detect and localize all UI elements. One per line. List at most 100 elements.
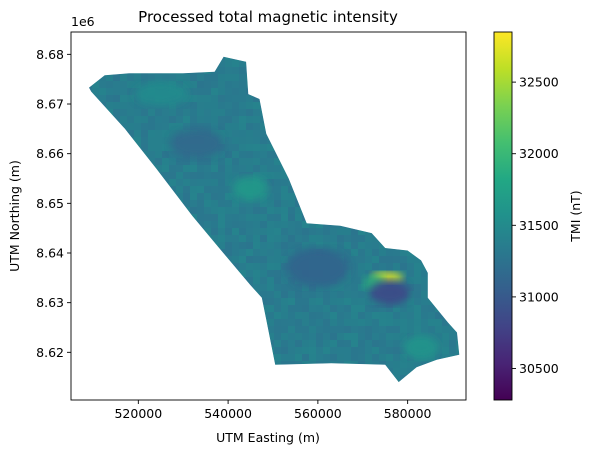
tmi-cell	[274, 200, 281, 207]
tmi-cell	[211, 165, 218, 172]
tmi-cell	[316, 298, 323, 305]
tmi-cell	[183, 179, 190, 186]
tmi-cell	[267, 179, 274, 186]
tmi-cell	[183, 186, 190, 193]
tmi-cell	[428, 319, 435, 326]
tmi-cell	[323, 305, 330, 312]
tmi-cell	[267, 214, 274, 221]
colorbar-axis: 3050031000315003200032500	[512, 75, 559, 376]
tmi-cell	[302, 242, 309, 249]
tmi-cell	[386, 347, 393, 354]
tmi-cell	[225, 144, 232, 151]
tmi-cell	[309, 340, 316, 347]
tmi-cell	[288, 228, 295, 235]
tmi-cell	[134, 123, 141, 130]
tmi-cell	[239, 144, 246, 151]
tmi-cell	[239, 109, 246, 116]
tmi-cell	[295, 333, 302, 340]
tmi-cell	[239, 116, 246, 123]
tmi-cell	[281, 277, 288, 284]
tmi-cell	[309, 235, 316, 242]
tmi-cell	[253, 165, 260, 172]
tmi-cell	[358, 263, 365, 270]
tmi-cell	[183, 74, 190, 81]
tmi-cell	[337, 347, 344, 354]
tmi-cell	[295, 305, 302, 312]
tmi-cell	[211, 172, 218, 179]
tmi-cell	[211, 200, 218, 207]
tmi-cell	[288, 298, 295, 305]
tmi-cell	[414, 298, 421, 305]
tmi-cell	[365, 333, 372, 340]
tmi-cell	[274, 354, 281, 361]
tmi-cell	[386, 361, 393, 368]
tmi-cell	[204, 193, 211, 200]
tmi-cell	[99, 81, 106, 88]
colorbar	[494, 32, 512, 400]
tmi-cell	[253, 137, 260, 144]
tmi-cell	[162, 130, 169, 137]
tmi-cell	[351, 354, 358, 361]
tmi-cell	[232, 144, 239, 151]
tmi-cell	[239, 242, 246, 249]
tmi-cell	[211, 158, 218, 165]
tmi-cell	[316, 333, 323, 340]
tmi-cell	[232, 67, 239, 74]
tmi-cell	[190, 74, 197, 81]
tmi-cell	[295, 319, 302, 326]
colorbar-label: TMI (nT)	[568, 190, 583, 242]
tmi-cell	[225, 200, 232, 207]
tmi-cell	[407, 361, 414, 368]
tmi-cell	[351, 263, 358, 270]
tmi-cell	[260, 151, 267, 158]
tmi-cell	[323, 326, 330, 333]
tmi-cell	[218, 172, 225, 179]
tmi-cell	[190, 81, 197, 88]
tmi-cell	[106, 88, 113, 95]
tmi-cell	[253, 102, 260, 109]
tmi-cell	[358, 256, 365, 263]
tmi-cell	[309, 291, 316, 298]
tmi-cell	[344, 312, 351, 319]
tmi-cell	[197, 200, 204, 207]
tmi-cell	[113, 88, 120, 95]
tmi-cell	[414, 291, 421, 298]
tmi-cell	[267, 305, 274, 312]
tmi-cell	[267, 298, 274, 305]
colorbar-tick-label: 30500	[519, 361, 559, 376]
tmi-cell	[225, 221, 232, 228]
tmi-cell	[295, 347, 302, 354]
tmi-cell	[169, 123, 176, 130]
tmi-cell	[393, 326, 400, 333]
tmi-cell	[344, 277, 351, 284]
tmi-cell	[106, 95, 113, 102]
x-tick-label: 580000	[384, 406, 432, 421]
tmi-cell	[414, 326, 421, 333]
tmi-cell	[211, 116, 218, 123]
tmi-cell	[267, 221, 274, 228]
tmi-cell	[351, 284, 358, 291]
tmi-cell	[267, 291, 274, 298]
tmi-cell	[267, 270, 274, 277]
tmi-cell	[106, 81, 113, 88]
tmi-cell	[337, 312, 344, 319]
tmi-cell	[323, 298, 330, 305]
tmi-cell	[253, 221, 260, 228]
tmi-cell	[344, 284, 351, 291]
tmi-cell	[260, 242, 267, 249]
tmi-cell	[260, 270, 267, 277]
tmi-cell	[239, 95, 246, 102]
tmi-cell	[330, 312, 337, 319]
tmi-cell	[274, 235, 281, 242]
tmi-cell	[281, 242, 288, 249]
tmi-cell	[190, 88, 197, 95]
tmi-cell	[162, 144, 169, 151]
tmi-cell	[316, 305, 323, 312]
tmi-cell	[169, 74, 176, 81]
tmi-cell	[260, 172, 267, 179]
tmi-cell	[309, 228, 316, 235]
tmi-cell	[274, 179, 281, 186]
tmi-cell	[190, 102, 197, 109]
tmi-cell	[253, 116, 260, 123]
tmi-cell	[386, 326, 393, 333]
